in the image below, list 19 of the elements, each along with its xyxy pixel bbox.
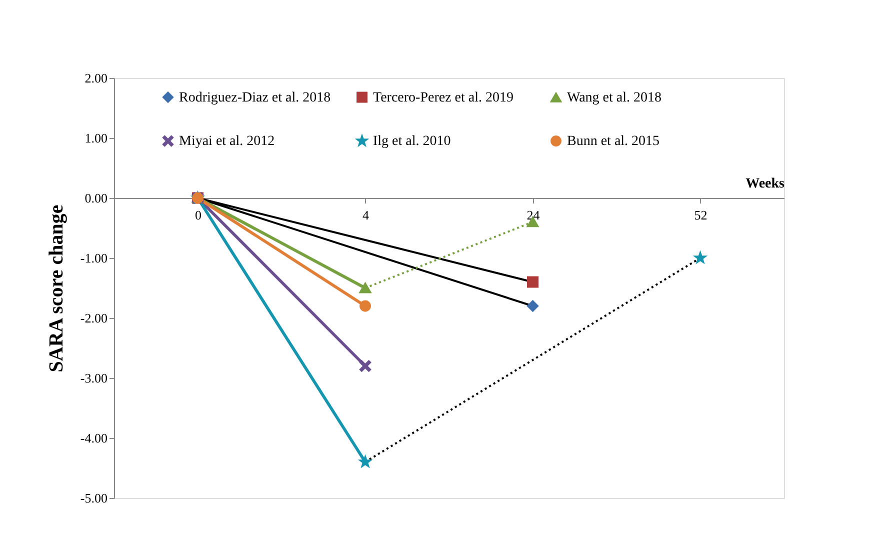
legend-label: Miyai et al. 2012 [179,134,275,149]
x-tick-label: 4 [362,208,370,222]
y-tick-label: -4.00 [80,430,108,446]
y-tick-label: 1.00 [84,130,108,146]
y-axis-title: SARA score change [45,204,68,372]
y-tick-label: 2.00 [84,70,108,86]
legend-label: Rodriguez-Diaz et al. 2018 [179,90,331,106]
legend-label: Ilg et al. 2010 [373,134,451,149]
x-tick-label: 0 [195,208,202,222]
y-tick-label: -5.00 [80,490,108,506]
legend-label: Bunn et al. 2015 [567,134,660,149]
y-tick-label: -3.00 [80,370,108,386]
y-tick-label: -2.00 [80,310,108,326]
legend-label: Wang et al. 2018 [567,90,662,106]
y-tick-label: -1.00 [80,250,108,266]
legend-label: Tercero-Perez et al. 2019 [373,90,514,106]
x-axis-title: Weeks [746,176,786,192]
y-tick-label: 0.00 [84,190,108,206]
x-tick-label: 52 [694,208,708,222]
